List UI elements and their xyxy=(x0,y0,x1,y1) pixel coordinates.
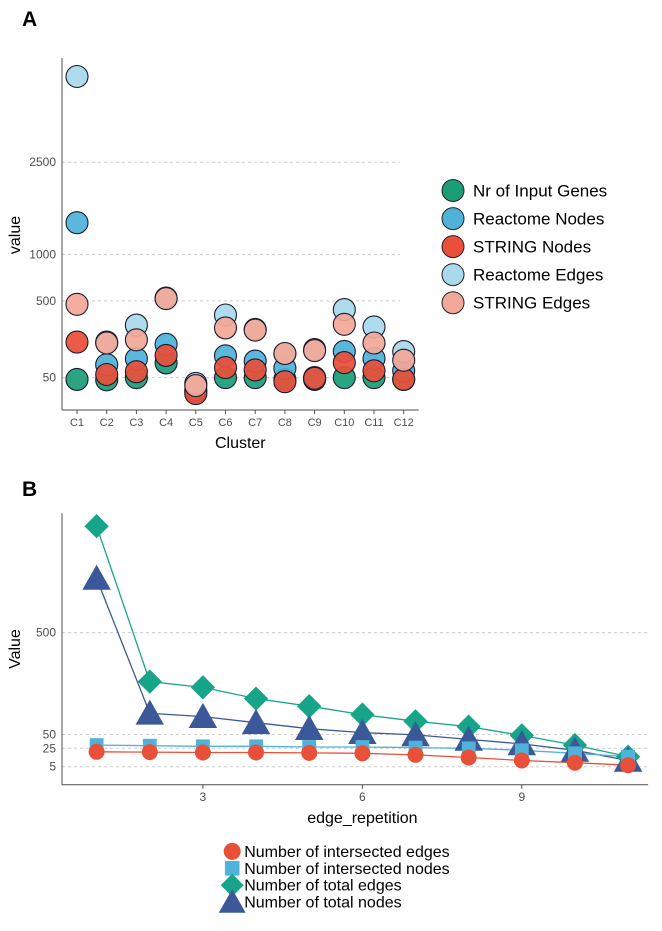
svg-text:Reactome Edges: Reactome Edges xyxy=(473,266,603,285)
svg-text:500: 500 xyxy=(36,294,56,308)
svg-text:5: 5 xyxy=(49,760,56,774)
svg-text:2500: 2500 xyxy=(29,155,56,169)
svg-text:Value: Value xyxy=(7,629,24,669)
svg-text:Number of total nodes: Number of total nodes xyxy=(244,895,401,912)
svg-text:C6: C6 xyxy=(218,417,232,429)
svg-text:25: 25 xyxy=(43,741,57,755)
svg-text:C3: C3 xyxy=(129,417,143,429)
svg-text:1000: 1000 xyxy=(29,247,56,261)
svg-text:Number of intersected nodes: Number of intersected nodes xyxy=(244,861,449,878)
svg-text:Number of intersected edges: Number of intersected edges xyxy=(244,844,449,861)
svg-text:Reactome Nodes: Reactome Nodes xyxy=(473,210,604,229)
svg-text:STRING Edges: STRING Edges xyxy=(473,294,590,313)
svg-text:500: 500 xyxy=(36,626,56,640)
svg-text:C5: C5 xyxy=(189,417,203,429)
svg-text:50: 50 xyxy=(43,371,57,385)
svg-text:50: 50 xyxy=(43,728,57,742)
svg-text:value: value xyxy=(7,216,24,254)
svg-text:Number of total edges: Number of total edges xyxy=(244,878,401,895)
svg-text:C4: C4 xyxy=(159,417,173,429)
svg-text:9: 9 xyxy=(518,790,525,804)
svg-text:6: 6 xyxy=(359,790,366,804)
svg-text:3: 3 xyxy=(200,790,207,804)
svg-text:STRING Nodes: STRING Nodes xyxy=(473,238,591,257)
svg-text:C7: C7 xyxy=(248,417,262,429)
svg-text:C9: C9 xyxy=(308,417,322,429)
svg-text:C12: C12 xyxy=(394,417,414,429)
svg-text:C11: C11 xyxy=(364,417,383,429)
svg-text:C10: C10 xyxy=(334,417,354,429)
svg-text:Nr of Input Genes: Nr of Input Genes xyxy=(473,182,607,201)
svg-text:C8: C8 xyxy=(278,417,292,429)
svg-text:Cluster: Cluster xyxy=(215,435,266,452)
svg-text:C1: C1 xyxy=(70,417,84,429)
svg-text:C2: C2 xyxy=(100,417,114,429)
svg-text:edge_repetition: edge_repetition xyxy=(307,810,417,827)
